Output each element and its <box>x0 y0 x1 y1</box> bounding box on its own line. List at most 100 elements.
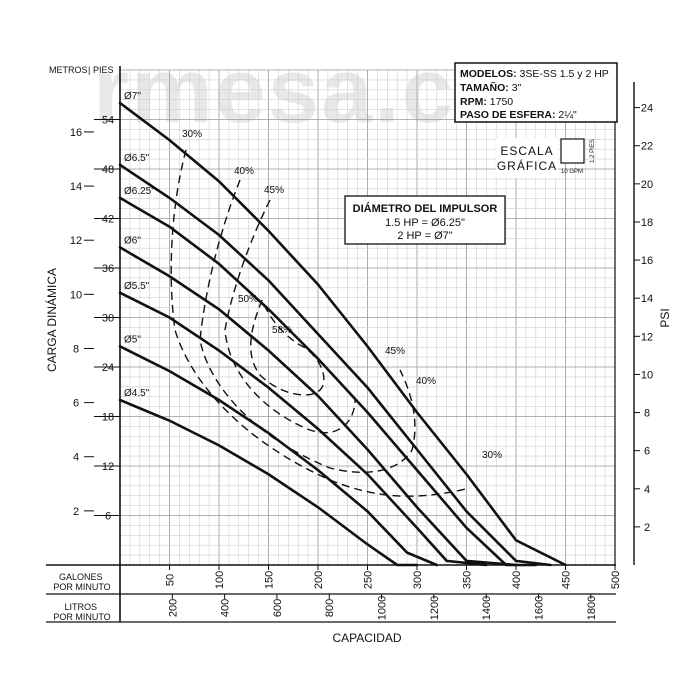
efficiency-label: 40% <box>234 166 254 177</box>
metros-tick-label: 2 <box>73 506 79 518</box>
escala-side: 1.2 PIES <box>590 139 596 163</box>
lpm-tick-label: 1400 <box>481 596 493 620</box>
info-line-paso: PASO DE ESFERA: 2¼" <box>460 109 577 121</box>
escala-square <box>560 138 585 164</box>
pies-tick-label: 24 <box>102 362 114 374</box>
metros-tick-label: 16 <box>70 127 82 139</box>
lpm-tick-label: 1800 <box>586 596 598 620</box>
impulsor-box: DIÁMETRO DEL IMPULSOR 1.5 HP = Ø6.25" 2 … <box>344 195 506 245</box>
psi-tick-label: 8 <box>644 408 650 420</box>
impulsor-line1: 1.5 HP = Ø6.25" <box>385 217 465 229</box>
impeller-curve-label: Ø6.5" <box>124 153 150 164</box>
psi-tick-label: 6 <box>644 446 650 458</box>
escala-grafica: ESCALA GRÁFICA 1.2 PIES 10 GPM <box>496 138 596 178</box>
gpm-tick-label: 300 <box>412 571 424 589</box>
pies-tick-label: 12 <box>102 461 114 473</box>
impeller-curve-label: Ø5.5" <box>124 281 150 292</box>
efficiency-curve <box>170 149 471 497</box>
impeller-curves <box>118 101 567 567</box>
metros-tick-label: 4 <box>73 452 79 464</box>
psi-tick-label: 18 <box>641 217 653 229</box>
info-line-rpm: RPM: 1750 <box>460 96 513 108</box>
psi-tick-label: 16 <box>641 255 653 267</box>
efficiency-label: 50% <box>238 294 258 305</box>
efficiency-label: 45% <box>264 185 284 196</box>
tick-labels: 6121824303642485424681012141624681012141… <box>70 103 653 621</box>
efficiency-labels: 30% 40% 45% 50% 58% 45% 40% 30% <box>182 129 502 461</box>
info-line-tamano: TAMAÑO: 3" <box>460 81 522 94</box>
metros-tick-label: 12 <box>70 235 82 247</box>
impeller-curve <box>118 246 518 567</box>
psi-tick-label: 24 <box>641 103 653 115</box>
impulsor-title: DIÁMETRO DEL IMPULSOR <box>353 202 498 215</box>
pies-tick-label: 36 <box>102 263 114 275</box>
psi-tick-label: 4 <box>644 484 650 496</box>
gpm-tick-label: 150 <box>264 571 276 589</box>
impeller-curve <box>118 345 439 567</box>
psi-tick-label: 10 <box>641 369 653 381</box>
psi-tick-label: 22 <box>641 141 653 153</box>
escala-line2: GRÁFICA <box>497 158 557 173</box>
impeller-curve-label: Ø5" <box>124 334 141 345</box>
impeller-curve <box>118 291 488 567</box>
pies-tick-label: 18 <box>102 412 114 424</box>
impeller-curve <box>118 196 538 567</box>
psi-axis-title: PSI <box>658 308 672 327</box>
lpm-unit-line1: LITROS <box>64 602 97 612</box>
impeller-curve <box>118 163 552 567</box>
lpm-unit-label: LITROS POR MINUTO <box>53 602 110 622</box>
psi-tick-label: 20 <box>641 179 653 191</box>
pies-tick-label: 48 <box>102 164 114 176</box>
x-axis-title: CAPACIDAD <box>332 631 401 645</box>
impeller-curve-label: Ø6" <box>124 235 141 246</box>
gpm-tick-label: 200 <box>313 571 325 589</box>
impeller-curve <box>118 398 419 567</box>
impeller-curve <box>118 101 567 567</box>
impeller-curve-label: Ø4.5" <box>124 388 150 399</box>
curve-labels: Ø7" Ø6.5" Ø6.25" Ø6" Ø5.5" Ø5" Ø4.5" <box>124 91 155 399</box>
metros-tick-label: 6 <box>73 398 79 410</box>
psi-tick-label: 12 <box>641 331 653 343</box>
efficiency-curve <box>199 179 416 474</box>
pies-tick-label: 54 <box>102 115 114 127</box>
psi-tick-label: 14 <box>641 293 653 305</box>
unit-separator: | <box>88 65 90 75</box>
psi-tick-label: 2 <box>644 522 650 534</box>
efficiency-label: 58% <box>272 325 292 336</box>
lpm-tick-label: 1000 <box>377 596 389 620</box>
escala-line1: ESCALA <box>500 144 553 158</box>
gpm-unit-label: GALONES POR MINUTO <box>53 572 110 592</box>
gpm-tick-label: 500 <box>610 571 622 589</box>
gpm-tick-label: 400 <box>511 571 523 589</box>
gpm-unit-line1: GALONES <box>59 572 103 582</box>
metros-tick-label: 14 <box>70 181 82 193</box>
gpm-unit-line2: POR MINUTO <box>53 582 110 592</box>
lpm-tick-label: 1600 <box>533 596 545 620</box>
gpm-tick-label: 50 <box>165 574 177 586</box>
gpm-tick-label: 450 <box>561 571 573 589</box>
gpm-tick-label: 100 <box>214 571 226 589</box>
gpm-tick-label: 250 <box>363 571 375 589</box>
impeller-curve-label: Ø6.25" <box>124 186 155 197</box>
info-line-modelos: MODELOS: 3SE-SS 1.5 y 2 HP <box>460 68 609 80</box>
lpm-unit-line2: POR MINUTO <box>53 612 110 622</box>
y-axis-title: CARGA DINÁMICA <box>44 268 59 372</box>
efficiency-curves <box>170 149 471 497</box>
pies-tick-label: 30 <box>102 313 114 325</box>
efficiency-curve <box>224 199 356 434</box>
lpm-tick-label: 400 <box>220 599 232 617</box>
lpm-tick-label: 600 <box>272 599 284 617</box>
lpm-tick-label: 200 <box>167 599 179 617</box>
efficiency-label: 30% <box>182 129 202 140</box>
efficiency-curve <box>250 299 325 396</box>
pies-unit-label: PIES <box>93 65 114 75</box>
pies-tick-label: 42 <box>102 214 114 226</box>
metros-tick-label: 10 <box>70 289 82 301</box>
gpm-tick-label: 350 <box>462 571 474 589</box>
pies-tick-label: 6 <box>105 511 111 523</box>
impulsor-line2: 2 HP = Ø7" <box>397 230 452 242</box>
lpm-tick-label: 1200 <box>429 596 441 620</box>
lpm-tick-label: 800 <box>324 599 336 617</box>
efficiency-label: 30% <box>482 450 502 461</box>
